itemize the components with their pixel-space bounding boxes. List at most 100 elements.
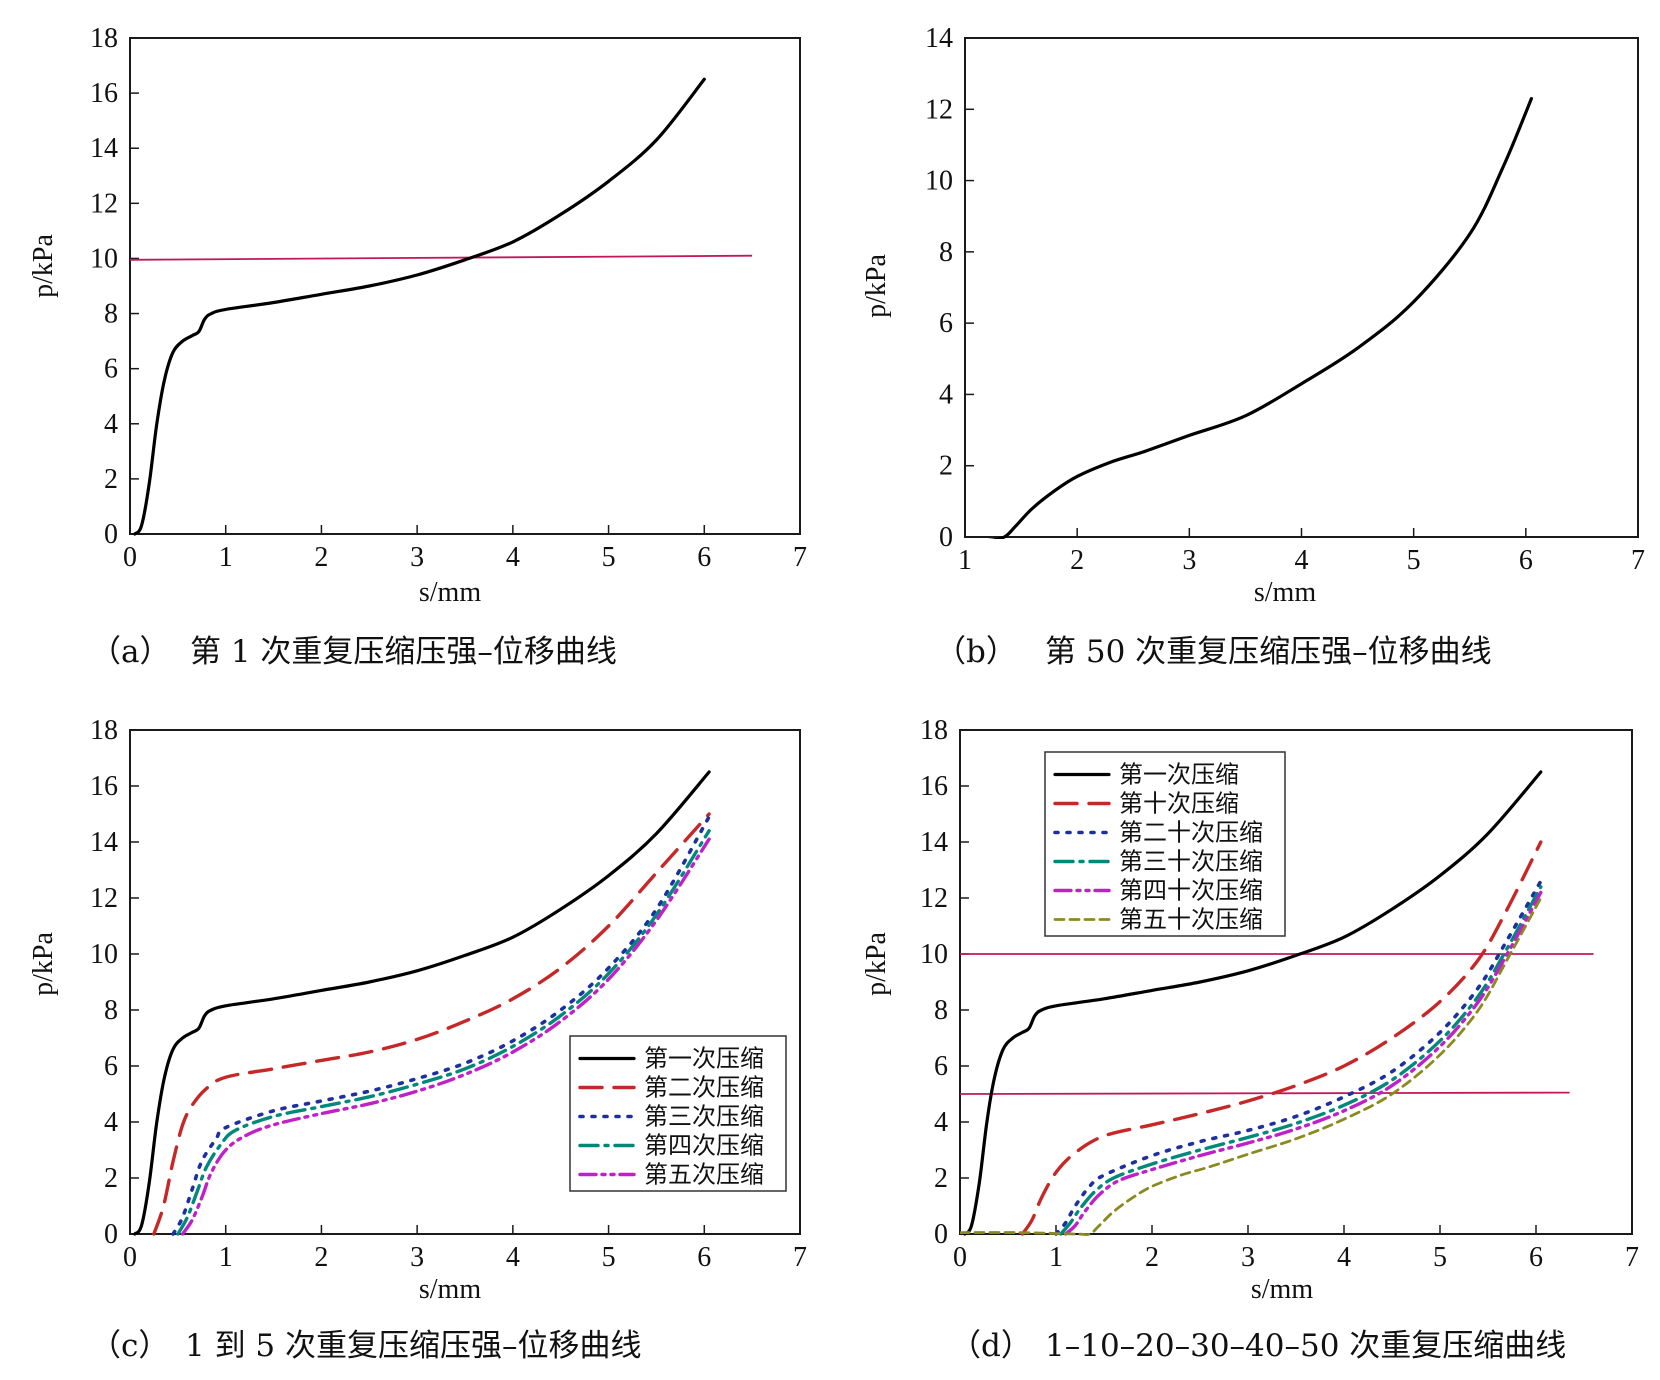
panel-a-xlabel: s/mm: [419, 577, 481, 608]
panel-c-ytick-label: 4: [104, 1107, 118, 1138]
panel-d-ytick-label: 4: [934, 1107, 948, 1138]
panel-c-legend-box: [569, 1035, 787, 1192]
panel-a-ytick-label: 6: [104, 354, 118, 385]
panel-c-legend-label: 第五次压缩: [644, 1161, 764, 1189]
panel-c-xtick-label: 4: [506, 1242, 520, 1273]
panel-a-xtick-label: 7: [793, 542, 807, 573]
panel-c-xtick-label: 2: [314, 1242, 328, 1273]
panel-d-legend-label: 第四十次压缩: [1119, 877, 1263, 905]
panel-c-ytick-label: 10: [90, 939, 118, 970]
panel-c-frame: [129, 729, 801, 1235]
panel-d-series-line-1: [963, 770, 1543, 1236]
panel-a-ytick-label: 0: [104, 519, 118, 550]
panel-a-caption-tag: （a）: [90, 634, 170, 670]
panel-c-plot: 0 1 2 3 4 5 6 7024681012141618第一次压缩第二次压缩第三次压缩第四…: [90, 715, 807, 1273]
panel-d-legend-label: 第三十次压缩: [1119, 848, 1263, 876]
panel-a-ytick-label: 10: [90, 243, 118, 274]
panel-b-xtick-label: 3: [1182, 545, 1196, 576]
panel-a-series-line-1: [133, 77, 706, 536]
panel-c-legend-label: 第三次压缩: [644, 1103, 764, 1131]
panel-a-ytick-label: 2: [104, 464, 118, 495]
panel-d-ytick-label: 0: [934, 1219, 948, 1250]
panel-c-ytick-label: 6: [104, 1051, 118, 1082]
panel-d-series-line-6: [960, 896, 1543, 1236]
panel-c-ytick-label: 14: [90, 827, 118, 858]
panel-b-ytick-label: 4: [939, 379, 953, 410]
panel-d-ytick-label: 6: [934, 1051, 948, 1082]
panel-d-series-line-4: [1059, 885, 1543, 1236]
panel-b-ytick-label: 2: [939, 451, 953, 482]
panel-d-series-line-2: [1020, 840, 1543, 1236]
panel-a-caption: 第 1 次重复压缩压强–位移曲线: [190, 634, 617, 670]
panel-b-xtick-label: 6: [1519, 545, 1533, 576]
panel-b-xlabel: s/mm: [1254, 577, 1316, 608]
panel-a-ytick-label: 12: [90, 188, 118, 219]
panel-d-ytick-label: 16: [920, 771, 948, 802]
panel-d-legend-label: 第二十次压缩: [1119, 819, 1263, 847]
panel-d-caption-tag: （d）: [950, 1328, 1032, 1364]
panel-b-frame: [964, 37, 1639, 538]
panel-c-legend-label: 第四次压缩: [644, 1132, 764, 1160]
panel-c-legend-label: 第一次压缩: [644, 1045, 764, 1073]
panel-c-ylabel: p/kPa: [28, 932, 59, 996]
panel-b-xtick-label: 4: [1295, 545, 1309, 576]
panel-b-ytick-label: 6: [939, 308, 953, 339]
panel-b-series-line-1: [965, 97, 1533, 539]
panel-d-series-line-3: [1054, 879, 1543, 1236]
panel-c-series-line-1: [133, 770, 711, 1236]
panel-a-xtick-label: 1: [219, 542, 233, 573]
panel-b-ytick-label: 8: [939, 237, 953, 268]
panel-c-ytick-label: 0: [104, 1219, 118, 1250]
panel-d-legend-box: [1044, 751, 1286, 937]
panel-b-xtick-label: 5: [1407, 545, 1421, 576]
panel-d-xtick-label: 0: [953, 1242, 967, 1273]
panel-d-series-line-5: [1063, 890, 1543, 1236]
panel-d-ytick-label: 2: [934, 1163, 948, 1194]
panel-b-ytick-label: 12: [925, 94, 953, 125]
panel-c-ytick-label: 16: [90, 771, 118, 802]
panel-d-xtick-label: 2: [1145, 1242, 1159, 1273]
panel-c-caption: 1 到 5 次重复压缩压强–位移曲线: [185, 1328, 642, 1364]
panel-c-series-line-2: [152, 812, 711, 1236]
panel-b-caption: 第 50 次重复压缩压强–位移曲线: [1045, 634, 1492, 670]
panel-d-plot: 0 1 2 3 4 5 6 7024681012141618第一次压缩第十次压缩第二十次压缩第…: [920, 715, 1639, 1273]
panel-c-series-line-5: [180, 837, 711, 1236]
panel-d-ytick-label: 8: [934, 995, 948, 1026]
panel-c-xtick-label: 7: [793, 1242, 807, 1273]
panel-d-xtick-label: 1: [1049, 1242, 1063, 1273]
panel-a-ylabel: p/kPa: [28, 234, 59, 298]
panel-b-ylabel: p/kPa: [861, 254, 892, 318]
panel-d-caption: 1–10–20–30–40–50 次重复压缩曲线: [1045, 1328, 1566, 1364]
panel-d-ytick-label: 10: [920, 939, 948, 970]
panel-a-ytick-label: 14: [90, 133, 118, 164]
panel-b-xtick-label: 2: [1070, 545, 1084, 576]
panel-b-ytick-label: 14: [925, 23, 953, 54]
panel-c-ytick-label: 8: [104, 995, 118, 1026]
panel-d: 0 1 2 3 4 5 6 7024681012141618第一次压缩第十次压缩第二十次压缩第…: [861, 715, 1639, 1364]
panel-d-xtick-label: 4: [1337, 1242, 1351, 1273]
panel-a-xtick-label: 6: [697, 542, 711, 573]
panel-d-legend-label: 第五十次压缩: [1119, 906, 1263, 934]
panel-d-xtick-label: 6: [1529, 1242, 1543, 1273]
panel-c-ytick-label: 12: [90, 883, 118, 914]
panel-d-ylabel: p/kPa: [861, 932, 892, 996]
panel-a-reference-line: [130, 254, 753, 261]
panel-c-xtick-label: 6: [697, 1242, 711, 1273]
panel-c-xtick-label: 1: [219, 1242, 233, 1273]
panel-b-ytick-label: 10: [925, 166, 953, 197]
panel-a-ytick-label: 16: [90, 78, 118, 109]
panel-c-xlabel: s/mm: [419, 1274, 481, 1305]
panel-d-frame: [959, 729, 1633, 1235]
panel-b-xtick-label: 1: [958, 545, 972, 576]
panel-a-xtick-label: 5: [602, 542, 616, 573]
panel-b-caption-tag: （b）: [935, 634, 1017, 670]
panel-d-ytick-label: 14: [920, 827, 948, 858]
panel-d-xlabel: s/mm: [1251, 1274, 1313, 1305]
panel-b-ytick-label: 0: [939, 522, 953, 553]
